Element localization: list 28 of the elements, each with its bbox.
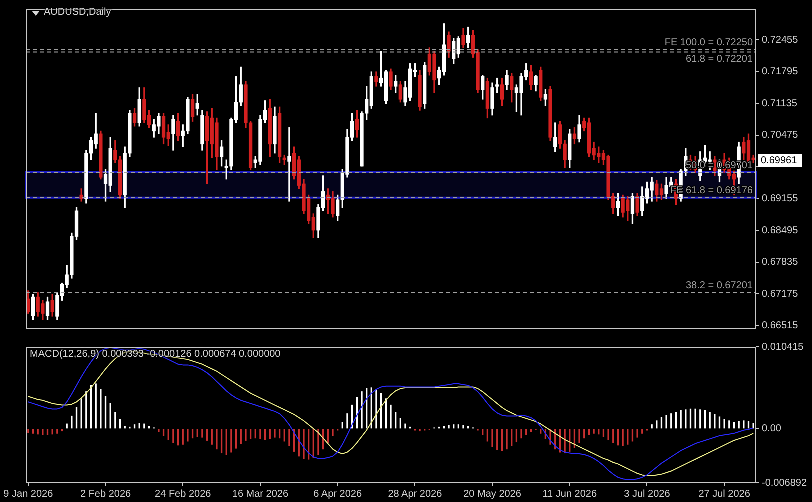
x-tick-label: 2 Feb 2026 [80,488,132,500]
x-tick-label: 28 Apr 2026 [388,488,443,500]
ref-line-label: 61.8 = 0.72201 [686,54,754,66]
y-tick-label: 0.66515 [762,320,799,332]
x-tick-label: 9 Jan 2026 [4,488,54,500]
x-tick-label: 6 Apr 2026 [314,488,362,500]
x-tick-label: 3 Jul 2026 [624,488,671,500]
x-tick-label: 27 Jul 2026 [698,488,751,500]
y-tick-label: 0.67835 [762,257,799,268]
y-tick-label: 0.71135 [762,98,798,110]
chart-title: AUDUSD,Daily [44,7,112,19]
y-tick-label: 0.00 [762,424,782,435]
y-tick-label: 0.67175 [762,288,799,300]
text: 0.69961 [761,155,798,166]
candlestick [288,128,292,202]
ref-line-label: FE 100.0 = 0.72250 [664,38,754,49]
y-tick-label: 0.70475 [762,130,799,142]
x-tick-label: 24 Feb 2026 [155,488,212,500]
x-tick-label: 11 Jun 2026 [542,488,598,500]
x-tick-label: 20 May 2026 [464,488,522,500]
y-tick-label: 0.71795 [762,66,799,78]
y-tick-label: -0.006892 [762,478,808,489]
ref-line-label: 38.2 = 0.67201 [686,280,754,292]
y-tick-label: 0.69155 [762,194,799,205]
x-tick-label: 16 Mar 2026 [232,488,289,500]
y-tick-label: 0.010415 [762,342,804,353]
y-tick-label: 0.68495 [762,225,799,236]
y-tick-label: 0.72455 [762,34,799,46]
